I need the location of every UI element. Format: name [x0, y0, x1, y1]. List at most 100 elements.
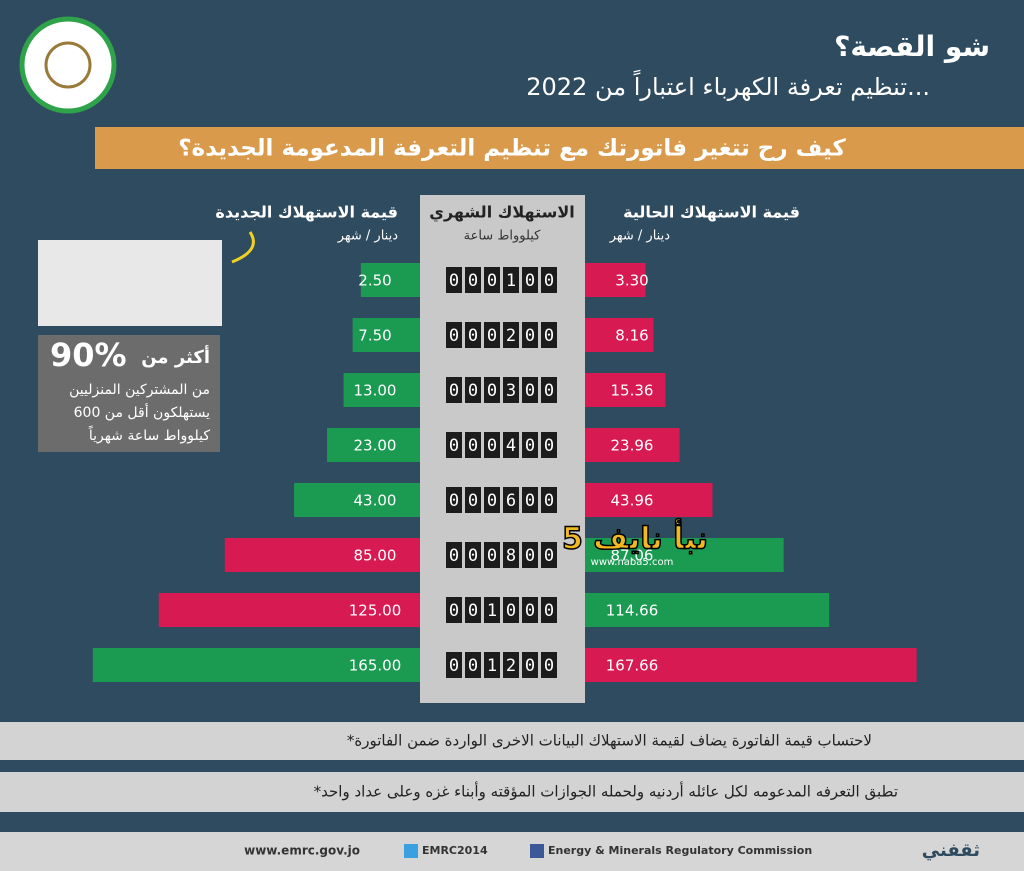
bar: [585, 648, 917, 682]
counter-digit-box: [503, 652, 519, 678]
counter-digit-box: [484, 432, 500, 458]
counter-digit-box: [503, 377, 519, 403]
center-title: الاستهلاك الشهري: [429, 203, 575, 223]
stat-text: كيلوواط ساعة شهرياً: [88, 425, 210, 444]
logo: [19, 16, 117, 114]
footnote-bg: [0, 722, 1024, 760]
counter-digit-box: [446, 377, 462, 403]
counter-digit-box: [465, 487, 481, 513]
title: شو القصة؟: [834, 30, 990, 63]
counter-digit-box: [465, 652, 481, 678]
counter-digit-box: [446, 597, 462, 623]
counter-digit-box: [522, 542, 538, 568]
counter-digit-box: [446, 652, 462, 678]
bar: [224, 538, 420, 572]
counter-digit-box: [503, 542, 519, 568]
counter-digit-box: [503, 597, 519, 623]
value-label: 13.00: [354, 382, 397, 400]
bill-image: [38, 240, 222, 326]
bar: [158, 593, 420, 627]
center-unit: كيلوواط ساعة: [464, 229, 542, 244]
counter-digit-box: [541, 597, 557, 623]
counter-digit-box: [446, 432, 462, 458]
value-label: 3.30: [615, 272, 648, 290]
value-label: 43.00: [354, 492, 397, 510]
value-label: 15.36: [611, 382, 654, 400]
value-label: 125.00: [349, 602, 402, 620]
counter-digit-box: [522, 597, 538, 623]
bar: [585, 483, 713, 517]
left-unit: دينار / شهر: [337, 229, 398, 244]
counter-digit-box: [541, 267, 557, 293]
center-panel: [420, 195, 585, 703]
value-label: 85.00: [354, 547, 397, 565]
bar: [585, 373, 666, 407]
counter-digit-box: [541, 432, 557, 458]
twitter-icon: [404, 844, 418, 858]
counter-digit-box: [541, 542, 557, 568]
footer-bg: [0, 832, 1024, 871]
stat-box: [38, 335, 220, 452]
banner-bg: [95, 127, 1024, 169]
footnote: *لاحتساب قيمة الفاتورة يضاف لقيمة الاسته…: [347, 732, 872, 750]
stat-text: أكثر من: [141, 345, 210, 368]
counter-digit-box: [465, 377, 481, 403]
subtitle: تنظيم تعرفة الكهرباء اعتباراً من 2022...: [526, 70, 930, 101]
watermark: نبأ نايف 5: [562, 519, 708, 557]
counter-digit-box: [503, 322, 519, 348]
counter-digit-box: [465, 542, 481, 568]
bar: [585, 428, 680, 462]
value-label: 87.06: [611, 547, 654, 565]
counter-digit-box: [541, 377, 557, 403]
counter-digit-box: [522, 487, 538, 513]
counter-digit-box: [446, 267, 462, 293]
logo-mark: [44, 41, 92, 89]
value-label: 7.50: [358, 327, 391, 345]
right-title: قيمة الاستهلاك الحالية: [623, 203, 800, 222]
counter-digit-box: [522, 432, 538, 458]
facebook-icon: [530, 844, 544, 858]
counter-digit-box: [522, 377, 538, 403]
bar: [352, 318, 420, 352]
bar: [585, 318, 654, 352]
bar: [294, 483, 420, 517]
right-unit: دينار / شهر: [609, 229, 670, 244]
counter-digit-box: [484, 652, 500, 678]
bar: [585, 538, 784, 572]
counter-digit-box: [465, 267, 481, 293]
bar: [92, 648, 420, 682]
counter-digit-box: [541, 487, 557, 513]
counter-digit-box: [465, 432, 481, 458]
counter-digit-box: [465, 597, 481, 623]
counter-digit-box: [503, 267, 519, 293]
footer-facebook: Energy & Minerals Regulatory Commission: [548, 844, 812, 857]
stat-big: 90%: [50, 336, 127, 374]
footnote-bg: [0, 772, 1024, 812]
counter-digit-box: [541, 652, 557, 678]
arrow: [231, 231, 255, 264]
bar: [343, 373, 420, 407]
counter-digit-box: [484, 487, 500, 513]
value-label: 23.00: [354, 437, 397, 455]
bar: [585, 593, 830, 627]
banner: كيف رح تتغير فاتورتك مع تنظيم التعرفة ال…: [178, 136, 846, 162]
value-label: 165.00: [349, 657, 402, 675]
stat-text: من المشتركين المنزليين: [69, 382, 210, 398]
left-title: قيمة الاستهلاك الجديدة: [215, 203, 398, 222]
watermark-url: www.naba5.com: [591, 557, 674, 568]
counter-digit-box: [465, 322, 481, 348]
footnote: *تطبق التعرفه المدعومه لكل عائله أردنيه …: [314, 782, 898, 801]
footer-web: www.emrc.gov.jo: [244, 844, 360, 858]
counter-digit-box: [522, 267, 538, 293]
value-label: 114.66: [606, 602, 659, 620]
counter-digit-box: [484, 542, 500, 568]
value-label: 167.66: [606, 657, 659, 675]
counter-digit-box: [446, 487, 462, 513]
footer-twitter: EMRC2014: [422, 844, 488, 857]
counter-digit-box: [522, 322, 538, 348]
counter-digit-box: [446, 542, 462, 568]
counter-digit-box: [503, 487, 519, 513]
counter-digit-box: [484, 267, 500, 293]
